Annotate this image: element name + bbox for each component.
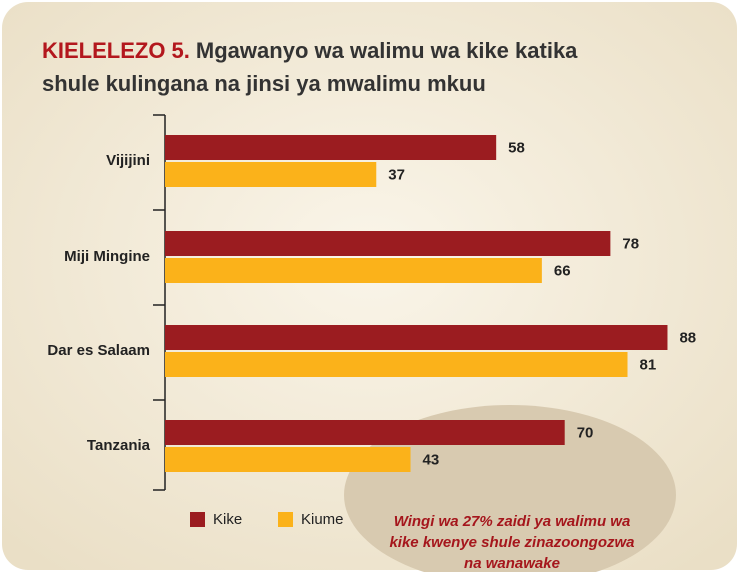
y-tick-label: Miji Mingine: [64, 248, 150, 265]
bar: [165, 420, 565, 445]
y-tick-label: Vijijini: [106, 152, 150, 169]
value-label: 37: [388, 166, 405, 183]
value-label: 78: [622, 235, 639, 252]
value-label: 70: [577, 424, 594, 441]
value-label: 66: [554, 262, 571, 279]
value-label: 81: [640, 356, 657, 373]
bar: [165, 135, 497, 160]
annotation-bubble: [344, 405, 676, 572]
annotation: na wanawake: [464, 555, 560, 572]
legend-swatch: [278, 512, 293, 527]
annotation: kike kwenye shule zinazoongozwa: [389, 534, 634, 551]
chart-title: KIELELEZO 5. Mgawanyo wa walimu wa kike k…: [42, 38, 578, 63]
y-tick-label: Dar es Salaam: [47, 342, 150, 359]
title-line: shule kulingana na jinsi ya mwalimu mkuu: [42, 71, 486, 96]
bar: [165, 162, 377, 187]
title-label: KIELELEZO 5.: [42, 38, 190, 63]
legend-swatch: [190, 512, 205, 527]
bar: [165, 258, 542, 283]
value-label: 88: [679, 329, 696, 346]
bar: [165, 352, 628, 377]
annotation: Wingi wa 27% zaidi ya walimu wa: [394, 513, 631, 530]
bar: [165, 231, 611, 256]
legend-label: Kike: [213, 511, 242, 528]
bar: [165, 447, 411, 472]
value-label: 43: [423, 451, 440, 468]
title-line: Mgawanyo wa walimu wa kike katika: [196, 38, 578, 63]
legend-label: Kiume: [301, 511, 344, 528]
value-label: 58: [508, 139, 525, 156]
y-tick-label: Tanzania: [87, 437, 151, 454]
bar: [165, 325, 668, 350]
